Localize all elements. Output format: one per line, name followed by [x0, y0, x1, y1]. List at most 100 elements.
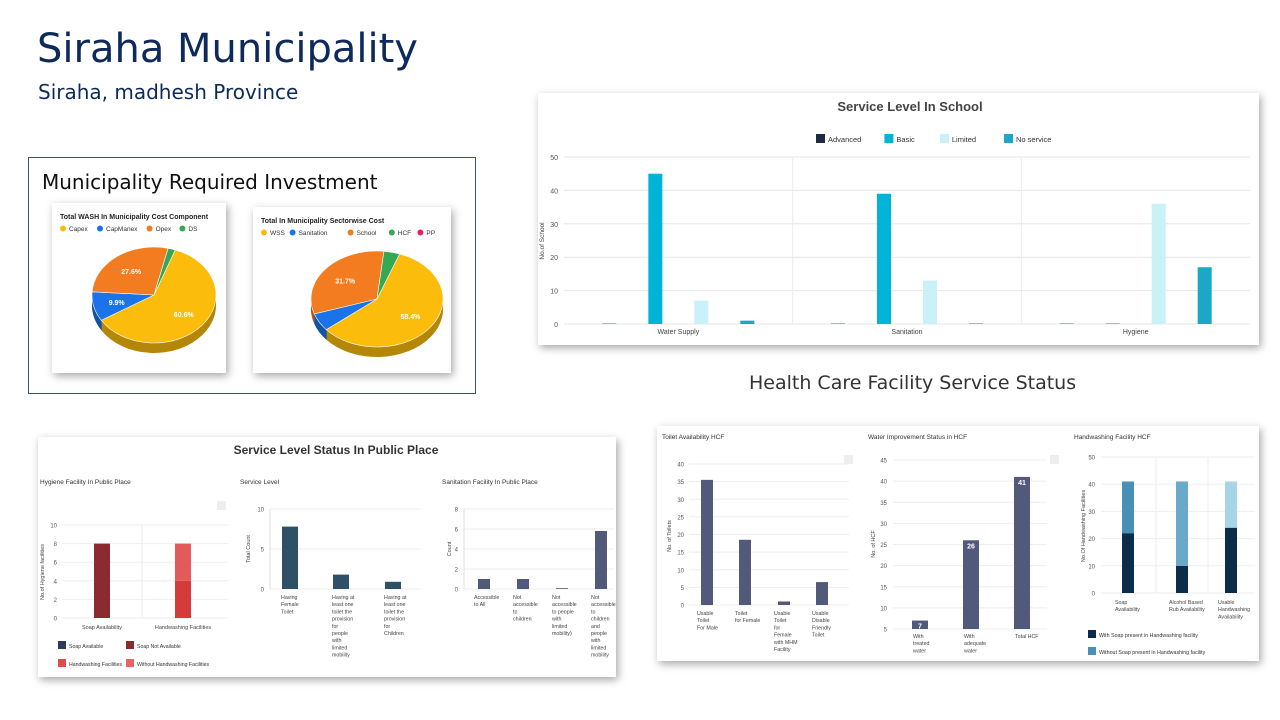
x-tick-label: limited: [332, 645, 347, 651]
bar-segment: [175, 543, 191, 581]
y-tick-label: 2: [54, 598, 58, 604]
panel-title: Sanitation Facility In Public Place: [442, 479, 538, 486]
bar-segment: [1225, 527, 1237, 593]
pie-chart-cost-component: Total WASH In Municipality Cost Componen…: [52, 203, 226, 373]
y-tick-label: 40: [880, 480, 887, 486]
x-tick-label: provision: [384, 617, 405, 623]
legend-label: Basic: [896, 135, 915, 144]
pie-legend-label: Opex: [156, 226, 172, 233]
x-tick-label: Usable: [812, 611, 829, 617]
legend-swatch: [1004, 134, 1013, 143]
x-tick-label: for: [774, 625, 780, 631]
y-tick-label: 0: [1092, 592, 1096, 598]
legend-label: Soap Not Available: [137, 644, 181, 650]
pie-legend-swatch: [60, 225, 66, 232]
x-tick-label: with: [552, 617, 561, 623]
pie-title: Total WASH In Municipality Cost Componen…: [60, 214, 209, 221]
x-tick-label: Toilet: [774, 618, 787, 624]
pie-slice: [325, 253, 444, 348]
pie-legend-swatch: [179, 225, 186, 232]
pie-slice-label: 9.9%: [109, 300, 126, 307]
x-tick-label: Not: [591, 595, 600, 601]
y-tick-label: 0: [681, 604, 685, 610]
x-tick-label: Having at: [332, 595, 355, 601]
x-tick-label: Handwashing Facilities: [155, 625, 211, 631]
x-tick-label: With: [964, 634, 975, 640]
page-subtitle: Siraha, madhesh Province: [38, 80, 299, 104]
bar: [1105, 323, 1120, 324]
x-tick-label: Total HCF: [1015, 634, 1039, 640]
bar: [912, 620, 928, 629]
y-tick-label: 4: [54, 579, 58, 585]
y-axis-label: No. of HCF: [871, 530, 877, 558]
pie-slice-label: 31.7%: [335, 278, 356, 285]
y-tick-label: 0: [261, 588, 265, 594]
x-tick-label: Hygiene: [1123, 329, 1149, 336]
pie-legend-swatch: [388, 229, 395, 236]
x-tick-label: people: [332, 631, 348, 637]
y-tick-label: 8: [54, 542, 58, 548]
x-tick-label: people: [591, 631, 607, 637]
x-tick-label: Usable: [697, 611, 714, 617]
pie-legend-label: Capex: [69, 226, 89, 233]
pie-chart-sectorwise-cost: Total In Municipality Sectorwise Cost WSS…: [253, 207, 451, 373]
y-tick-label: 10: [50, 524, 57, 530]
x-tick-label: Toilet: [812, 633, 825, 639]
data-label: 41: [1018, 480, 1026, 487]
y-tick-label: 50: [550, 155, 558, 162]
x-tick-label: Availability: [1218, 614, 1243, 620]
x-tick-label: Not: [552, 595, 561, 601]
y-tick-label: 40: [677, 463, 684, 469]
bar: [816, 582, 828, 605]
y-tick-label: 25: [880, 543, 887, 549]
bar: [648, 173, 663, 324]
legend-swatch: [58, 659, 66, 667]
hcf-chart-svg: Toilet Availability HCF0510152025303540N…: [662, 434, 1255, 656]
bar: [333, 574, 349, 589]
x-tick-label: with: [591, 638, 600, 644]
legend-swatch: [126, 641, 134, 649]
x-tick-label: Not: [513, 595, 522, 601]
bar: [602, 323, 617, 324]
y-tick-label: 45: [880, 459, 887, 465]
y-tick-label: 30: [880, 522, 887, 528]
bar: [739, 539, 751, 605]
pie-slice-label: 58.4%: [401, 314, 422, 321]
x-tick-label: and: [591, 624, 600, 630]
pie-slice-label: 27.6%: [121, 269, 142, 276]
x-tick-label: Toilet: [697, 618, 710, 624]
x-tick-label: Children: [384, 631, 404, 637]
x-tick-label: children: [591, 617, 610, 623]
investment-panel: [28, 157, 476, 394]
x-tick-label: Soap Availability: [82, 625, 122, 631]
y-axis-label: No.of Hygiene facilities: [40, 544, 46, 600]
data-label: 7: [918, 624, 922, 631]
x-tick-label: Friendly: [812, 625, 831, 631]
bar: [963, 540, 979, 629]
x-tick-label: with MHM: [774, 640, 798, 646]
y-axis-label: No.of School: [539, 222, 546, 260]
pie-chart-sectorwise-cost-svg: Total In Municipality Sectorwise Cost WSS…: [261, 218, 444, 357]
y-tick-label: 20: [880, 564, 887, 570]
pie-legend-label: School: [357, 230, 377, 237]
panel-title: Water Improvement Status in HCF: [868, 434, 967, 441]
x-tick-label: Sanitation: [891, 329, 922, 336]
x-tick-label: Toilet: [281, 609, 294, 615]
x-tick-label: adequate: [964, 641, 986, 647]
x-tick-label: water: [913, 648, 926, 654]
panel-title: Toilet Availability HCF: [662, 434, 724, 441]
x-tick-label: least one: [332, 602, 354, 608]
y-tick-label: 10: [880, 606, 887, 612]
x-tick-label: to: [591, 609, 595, 615]
bar-segment: [1122, 533, 1134, 593]
legend-swatch: [1088, 647, 1096, 655]
bar-segment: [1176, 565, 1188, 593]
y-tick-label: 5: [884, 628, 888, 634]
y-axis-label: No. of Toilets: [667, 520, 673, 552]
y-tick-label: 10: [677, 568, 684, 574]
y-tick-label: 30: [1088, 510, 1095, 516]
x-tick-label: limited: [552, 624, 567, 630]
x-tick-label: water: [964, 648, 977, 654]
pie-chart-cost-component-svg: Total WASH In Municipality Cost Componen…: [60, 214, 217, 353]
x-tick-label: Usable: [1218, 600, 1235, 606]
